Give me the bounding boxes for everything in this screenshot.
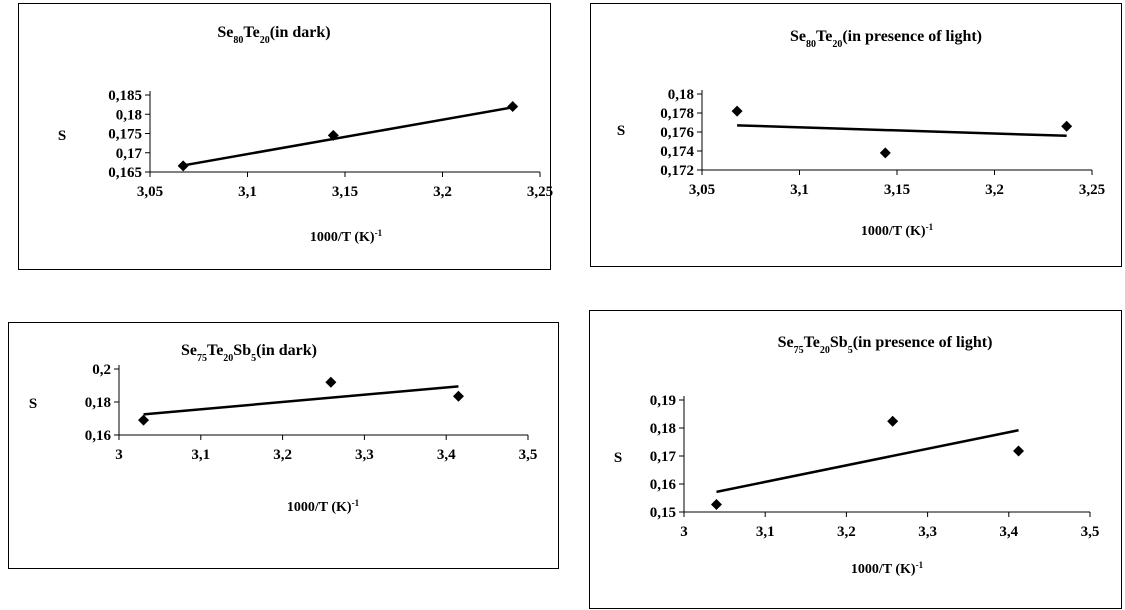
y-tick-label: 0,185 [108,88,142,104]
x-tick-label: 3,3 [355,447,374,463]
x-tick-label: 3,1 [238,184,257,200]
y-axis-label: S [614,450,622,466]
x-tick-label: 3,25 [527,184,553,200]
x-tick-label: 3,15 [884,182,910,198]
x-tick-label: 3,3 [918,524,937,540]
y-axis-label: S [617,123,625,139]
chart-title: Se75Te20Sb5(in presence of light) [778,334,993,356]
x-tick-label: 3 [115,447,123,463]
chart-se75te20sb5-light: Se75Te20Sb5(in presence of light) 3 3,1 3,2… [614,334,1100,577]
x-tick-label: 3 [680,524,688,540]
y-tick-label: 0,176 [660,125,694,141]
y-tick-label: 0,18 [85,395,111,411]
trendline [716,429,1019,494]
data-point-diamond [710,498,722,510]
y-tick-label: 0,18 [650,421,676,437]
y-tick-label: 0,16 [85,428,112,444]
data-point-diamond [887,415,899,427]
trendline [737,124,1067,138]
x-tick-label: 3,25 [1079,182,1105,198]
x-axis-label: 1000/T (K)-1 [310,228,383,245]
data-point-diamond [177,160,189,172]
x-tick-label: 3,1 [191,447,210,463]
chart-title: Se80Te20(in dark) [217,24,330,46]
x-axis-label: 1000/T (K)-1 [287,498,360,515]
x-axis-label: 1000/T (K)-1 [861,222,934,239]
chart-se75te20sb5-dark: Se75Te20Sb5(in dark) 3 3,1 3,2 3,3 3,4 3,5 0,16… [29,342,538,515]
x-axis-label: 1000/T (K)-1 [851,560,924,577]
data-point-diamond [1061,120,1073,132]
x-tick-label: 3,2 [837,524,856,540]
x-tick-label: 3,5 [1081,524,1100,540]
y-tick-label: 0,165 [108,165,142,181]
y-tick-label: 0,16 [650,477,677,493]
x-tick-label: 3,05 [137,184,163,200]
trendline [182,106,513,167]
x-tick-label: 3,05 [689,182,715,198]
chart-panel-2: Se80Te20(in presence of light) 3,05 3,1 3,1… [590,3,1122,267]
chart-panel-3: Se75Te20Sb5(in dark) 3 3,1 3,2 3,3 3,4 3,5 0,16… [8,322,559,569]
chart-title: Se75Te20Sb5(in dark) [181,342,317,364]
y-tick-label: 0,17 [116,146,143,162]
x-tick-label: 3,2 [985,182,1004,198]
data-point-diamond [1013,445,1025,457]
x-tick-label: 3,4 [437,447,456,463]
trendline [143,385,459,416]
chart-panel-1: Se80Te20(in dark) 3,05 3,1 3,15 3,2 3,25 0,165… [18,3,553,270]
y-tick-label: 0,18 [668,87,694,103]
x-tick-label: 3,1 [756,524,775,540]
data-point-diamond [138,414,150,426]
y-tick-label: 0,178 [660,106,694,122]
chart-se80te20-light: Se80Te20(in presence of light) 3,05 3,1 3,1… [617,28,1105,239]
data-point-diamond [452,390,464,402]
y-tick-label: 0,19 [650,393,676,409]
data-point-diamond [327,129,339,141]
x-tick-label: 3,1 [790,182,809,198]
x-tick-label: 3,2 [273,447,292,463]
x-tick-label: 3,2 [433,184,452,200]
x-tick-label: 3,5 [519,447,538,463]
chart-panel-4: Se75Te20Sb5(in presence of light) 3 3,1 3,2… [589,310,1122,609]
y-tick-label: 0,17 [650,449,677,465]
data-point-diamond [731,105,743,117]
y-tick-label: 0,172 [660,163,694,179]
x-tick-label: 3,15 [332,184,358,200]
data-point-diamond [325,376,337,388]
chart-se80te20-dark: Se80Te20(in dark) 3,05 3,1 3,15 3,2 3,25 0,165… [58,24,553,245]
x-tick-label: 3,4 [999,524,1018,540]
y-axis-label: S [58,128,66,144]
y-tick-label: 0,15 [650,505,676,521]
y-tick-label: 0,174 [660,144,694,160]
y-axis-label: S [29,396,37,412]
data-point-diamond [879,147,891,159]
y-tick-label: 0,2 [92,362,111,378]
y-tick-label: 0,18 [116,107,142,123]
data-point-diamond [507,101,519,113]
chart-title: Se80Te20(in presence of light) [790,28,982,50]
y-tick-label: 0,175 [108,127,142,143]
